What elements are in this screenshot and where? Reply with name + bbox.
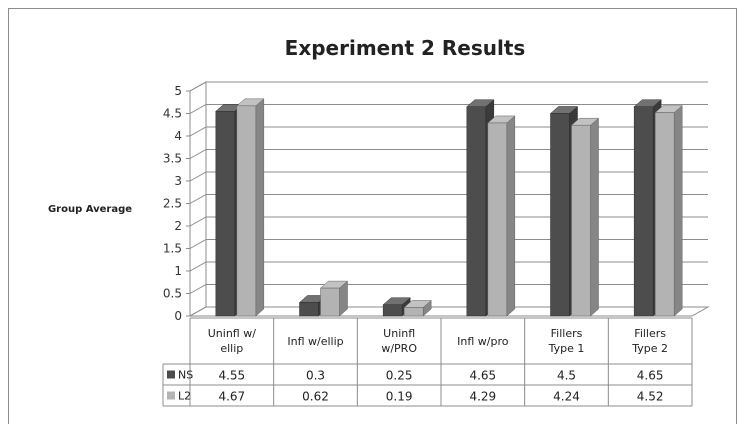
category-label: Type 1 (548, 342, 585, 355)
category-label: Type 2 (631, 342, 668, 355)
gridline (189, 284, 708, 294)
legend-label: L2 (178, 390, 191, 403)
bar-front (382, 304, 403, 317)
category-label: Fillers (551, 327, 583, 340)
y-tick-label: 5 (174, 84, 182, 98)
gridline (189, 171, 708, 182)
bar-front (299, 302, 319, 317)
chart-title: Experiment 2 Results (285, 36, 526, 60)
bar-l2 (570, 117, 600, 317)
y-tick-label: 1 (174, 264, 182, 278)
table-cell: 4.55 (218, 369, 245, 383)
table-cell: 4.65 (469, 369, 496, 383)
bar-front (633, 106, 654, 317)
gridline (189, 261, 708, 272)
bar-side (590, 117, 599, 317)
y-axis-label: Group Average (48, 204, 132, 215)
category-label: Infl w/ellip (287, 335, 343, 348)
bar-front (236, 105, 257, 317)
chart-frame (8, 8, 737, 424)
gridline (189, 149, 708, 159)
gridline (189, 306, 708, 317)
bar-l2 (487, 115, 516, 317)
legend-key-ns (167, 370, 175, 379)
legend-key-l2 (167, 391, 175, 400)
table-cell: 4.29 (469, 390, 496, 404)
bar-front (215, 111, 236, 317)
table-cell: 4.5 (557, 369, 576, 383)
floor (188, 306, 710, 317)
gridline (189, 216, 708, 227)
table-cell: 0.62 (302, 390, 329, 404)
bar-front (487, 122, 508, 317)
bar-side (673, 105, 683, 317)
table-cell: 4.65 (637, 369, 664, 383)
y-tick-label: 2 (174, 219, 182, 233)
category-label: Fillers (634, 327, 666, 340)
y-tick-label: 0.5 (163, 287, 182, 301)
y-tick-label: 1.5 (163, 242, 182, 256)
data-table: Uninfl w/ellip Infl w/ellip Uninfl w/PRO Inf… (162, 317, 693, 407)
category-label: Uninfl w/ (208, 327, 256, 340)
category-label: w/PRO (381, 342, 417, 355)
table-cell: 0.25 (386, 369, 413, 383)
bar-l2 (236, 98, 265, 317)
bar-front (320, 287, 340, 317)
y-tick-label: 2.5 (163, 197, 182, 211)
bar-l2 (403, 299, 432, 317)
table-cell: 0.19 (386, 390, 413, 404)
plot-area: 0 0.5 1 1.5 2 2.5 3 3.5 4 4.5 5 (163, 81, 710, 323)
gridline (189, 194, 708, 204)
gridline (189, 126, 708, 137)
category-label: Uninfl (383, 327, 415, 340)
y-tick-label: 3 (174, 174, 182, 188)
category-label: Infl w/pro (457, 335, 509, 348)
table-cell: 4.67 (218, 390, 245, 404)
y-tick-label: 4 (174, 129, 182, 143)
y-tick-label: 3.5 (163, 152, 182, 166)
y-tick-label: 4.5 (163, 107, 182, 121)
bar-l2 (654, 105, 683, 317)
gridline (189, 104, 708, 114)
bar-front (571, 124, 591, 317)
bar-side (506, 115, 516, 317)
bar-front (550, 113, 570, 317)
bar-side (255, 98, 265, 317)
bar-l2 (319, 280, 349, 317)
bar-front (466, 106, 487, 317)
bar-front (403, 307, 424, 317)
gridline (189, 239, 708, 249)
bar-front (654, 112, 675, 317)
gridline (189, 81, 708, 92)
category-label: ellip (220, 342, 243, 355)
legend-label: NS (178, 369, 193, 382)
table-cell: 4.52 (637, 390, 664, 404)
y-tick-label: 0 (174, 309, 182, 323)
table-cell: 4.24 (553, 390, 580, 404)
table-cell: 0.3 (306, 369, 325, 383)
